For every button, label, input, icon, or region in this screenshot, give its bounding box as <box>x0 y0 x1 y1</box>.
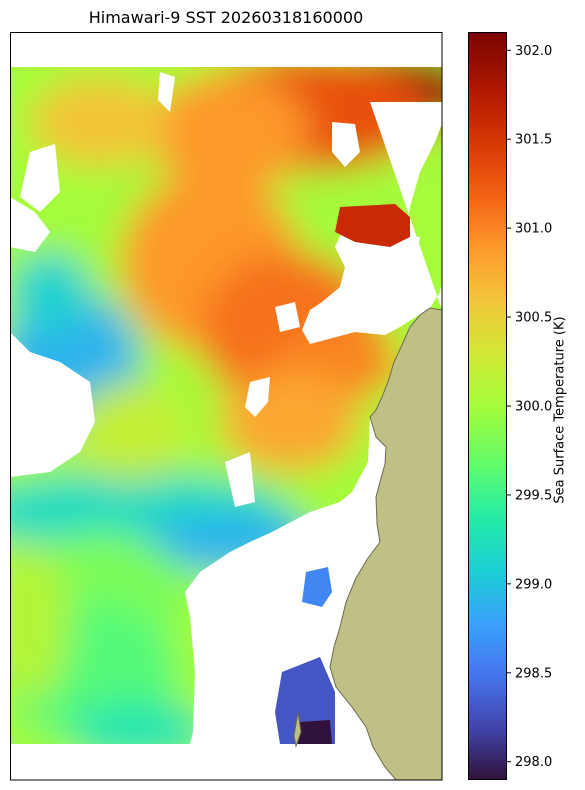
missing-data-region <box>10 197 50 252</box>
land-mass <box>329 307 443 781</box>
sst-min-patch <box>298 720 332 744</box>
chart-title: Himawari-9 SST 20260318160000 <box>88 8 364 27</box>
colorbar-tick-label: 298.0 <box>515 755 552 770</box>
sst-region <box>10 542 70 702</box>
sst-region <box>70 382 190 482</box>
missing-data-region <box>275 302 300 332</box>
missing-data-region <box>158 72 175 112</box>
small-island <box>293 711 302 748</box>
colorbar-tick-label: 300.0 <box>515 400 552 415</box>
colorbar-tick-label: 301.5 <box>515 133 552 148</box>
colorbar-tick-label: 299.0 <box>515 577 552 592</box>
sst-region <box>10 252 90 332</box>
colorbar-label: Sea Surface Temperature (K) <box>552 316 568 504</box>
colorbar-tick-label: 300.5 <box>515 311 552 326</box>
missing-data-region <box>20 144 60 212</box>
sst-blobs <box>10 67 442 744</box>
sst-region <box>30 77 170 167</box>
sst-warm-patch <box>335 204 410 247</box>
colorbar: 298.0 298.5 299.0 299.5 300.0 300.5 301.0 301.5… <box>468 32 552 780</box>
missing-data-region <box>10 332 95 477</box>
missing-data-region <box>332 122 360 167</box>
colorbar-gradient <box>468 32 507 780</box>
colorbar-tick-label: 302.0 <box>515 44 552 59</box>
missing-data-region <box>10 744 442 780</box>
map-frame <box>10 32 443 781</box>
colorbar-tick-label: 301.0 <box>515 222 552 237</box>
sst-region <box>70 702 210 744</box>
colorbar-tick-label: 298.5 <box>515 666 552 681</box>
sst-map <box>10 32 443 781</box>
sst-region <box>150 72 310 192</box>
colorbar-tick-label: 299.5 <box>515 488 552 503</box>
missing-data-region <box>225 452 255 507</box>
missing-data-region <box>245 377 270 417</box>
missing-data-region <box>10 32 442 67</box>
missing-data-region <box>340 232 420 277</box>
sst-field <box>10 67 442 744</box>
sst-cool-patch <box>302 567 332 607</box>
